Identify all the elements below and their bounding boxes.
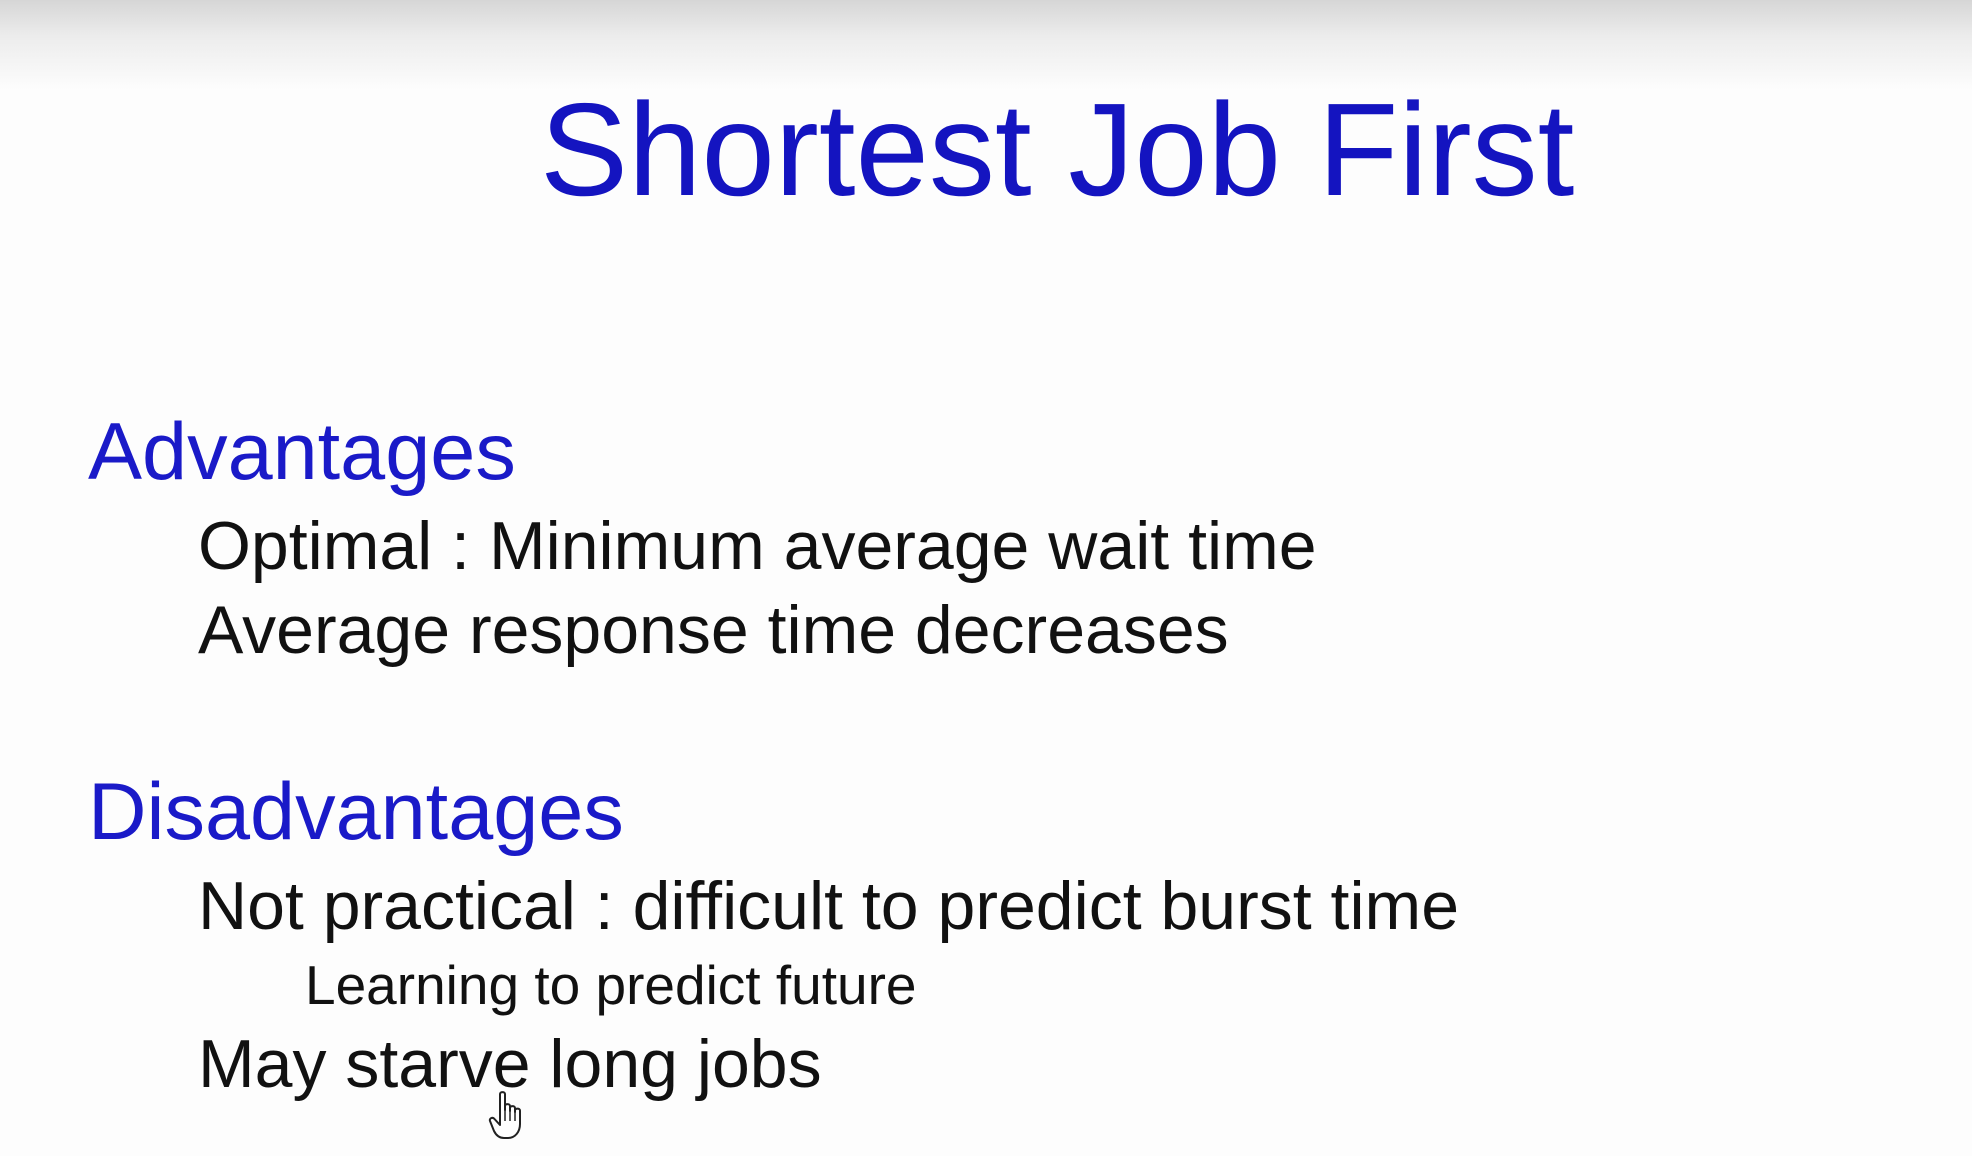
slide-title: Shortest Job First xyxy=(540,76,1575,223)
disadvantages-heading: Disadvantages xyxy=(88,767,624,857)
advantages-heading: Advantages xyxy=(88,407,516,497)
disadvantage-item-not-practical: Not practical : difficult to predict bur… xyxy=(198,868,1460,944)
advantage-item-response-time: Average response time decreases xyxy=(198,592,1229,668)
disadvantage-subitem-learning: Learning to predict future xyxy=(305,954,917,1016)
hand-pointer-icon xyxy=(488,1091,521,1139)
advantage-item-optimal: Optimal : Minimum average wait time xyxy=(198,508,1317,584)
window-top-shade xyxy=(0,0,1972,90)
disadvantage-item-starvation: May starve long jobs xyxy=(198,1026,822,1102)
